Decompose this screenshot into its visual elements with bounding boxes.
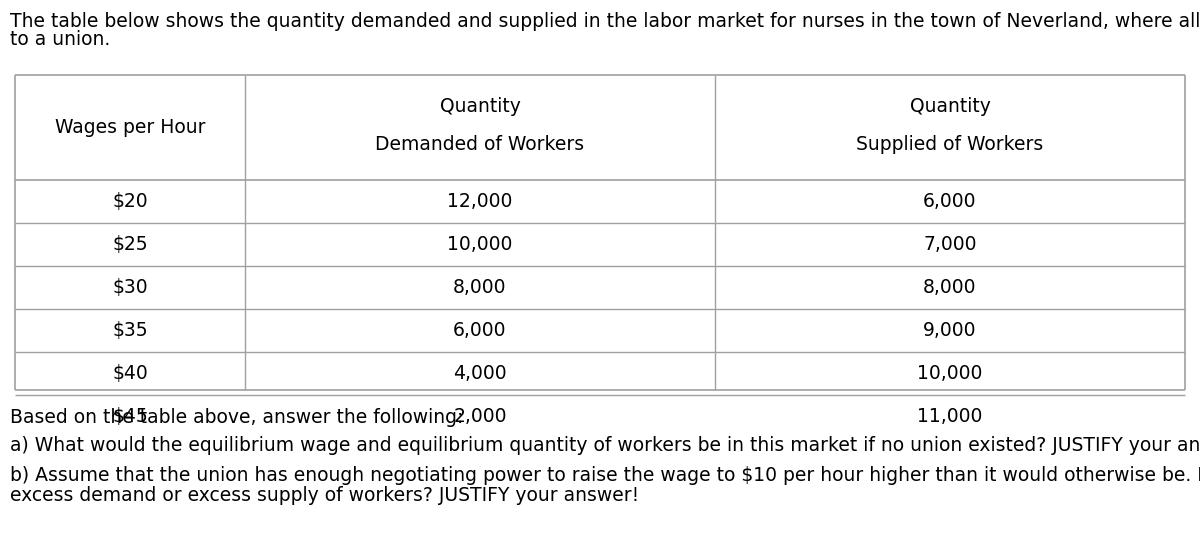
Text: Quantity: Quantity: [910, 97, 990, 116]
Text: 6,000: 6,000: [454, 321, 506, 340]
Text: b) Assume that the union has enough negotiating power to raise the wage to $10 p: b) Assume that the union has enough nego…: [10, 466, 1200, 485]
Text: 10,000: 10,000: [448, 235, 512, 254]
Text: 9,000: 9,000: [923, 321, 977, 340]
Text: $25: $25: [112, 235, 148, 254]
Text: $35: $35: [112, 321, 148, 340]
Text: $30: $30: [112, 278, 148, 297]
Text: $45: $45: [112, 407, 148, 426]
Text: 2,000: 2,000: [454, 407, 506, 426]
Text: Quantity: Quantity: [439, 97, 521, 116]
Text: to a union.: to a union.: [10, 30, 110, 49]
Text: Demanded of Workers: Demanded of Workers: [376, 135, 584, 154]
Text: $20: $20: [112, 192, 148, 211]
Text: Based on the table above, answer the following:: Based on the table above, answer the fol…: [10, 408, 463, 427]
Text: Supplied of Workers: Supplied of Workers: [857, 135, 1044, 154]
Text: a) What would the equilibrium wage and equilibrium quantity of workers be in thi: a) What would the equilibrium wage and e…: [10, 436, 1200, 455]
Text: 10,000: 10,000: [917, 364, 983, 383]
Text: 12,000: 12,000: [448, 192, 512, 211]
Text: $40: $40: [112, 364, 148, 383]
Text: 8,000: 8,000: [923, 278, 977, 297]
Text: The table below shows the quantity demanded and supplied in the labor market for: The table below shows the quantity deman…: [10, 12, 1200, 31]
Text: 8,000: 8,000: [454, 278, 506, 297]
Text: excess demand or excess supply of workers? JUSTIFY your answer!: excess demand or excess supply of worker…: [10, 486, 640, 505]
Text: 4,000: 4,000: [454, 364, 506, 383]
Text: 6,000: 6,000: [923, 192, 977, 211]
Text: 11,000: 11,000: [917, 407, 983, 426]
Text: 7,000: 7,000: [923, 235, 977, 254]
Text: Wages per Hour: Wages per Hour: [55, 118, 205, 137]
